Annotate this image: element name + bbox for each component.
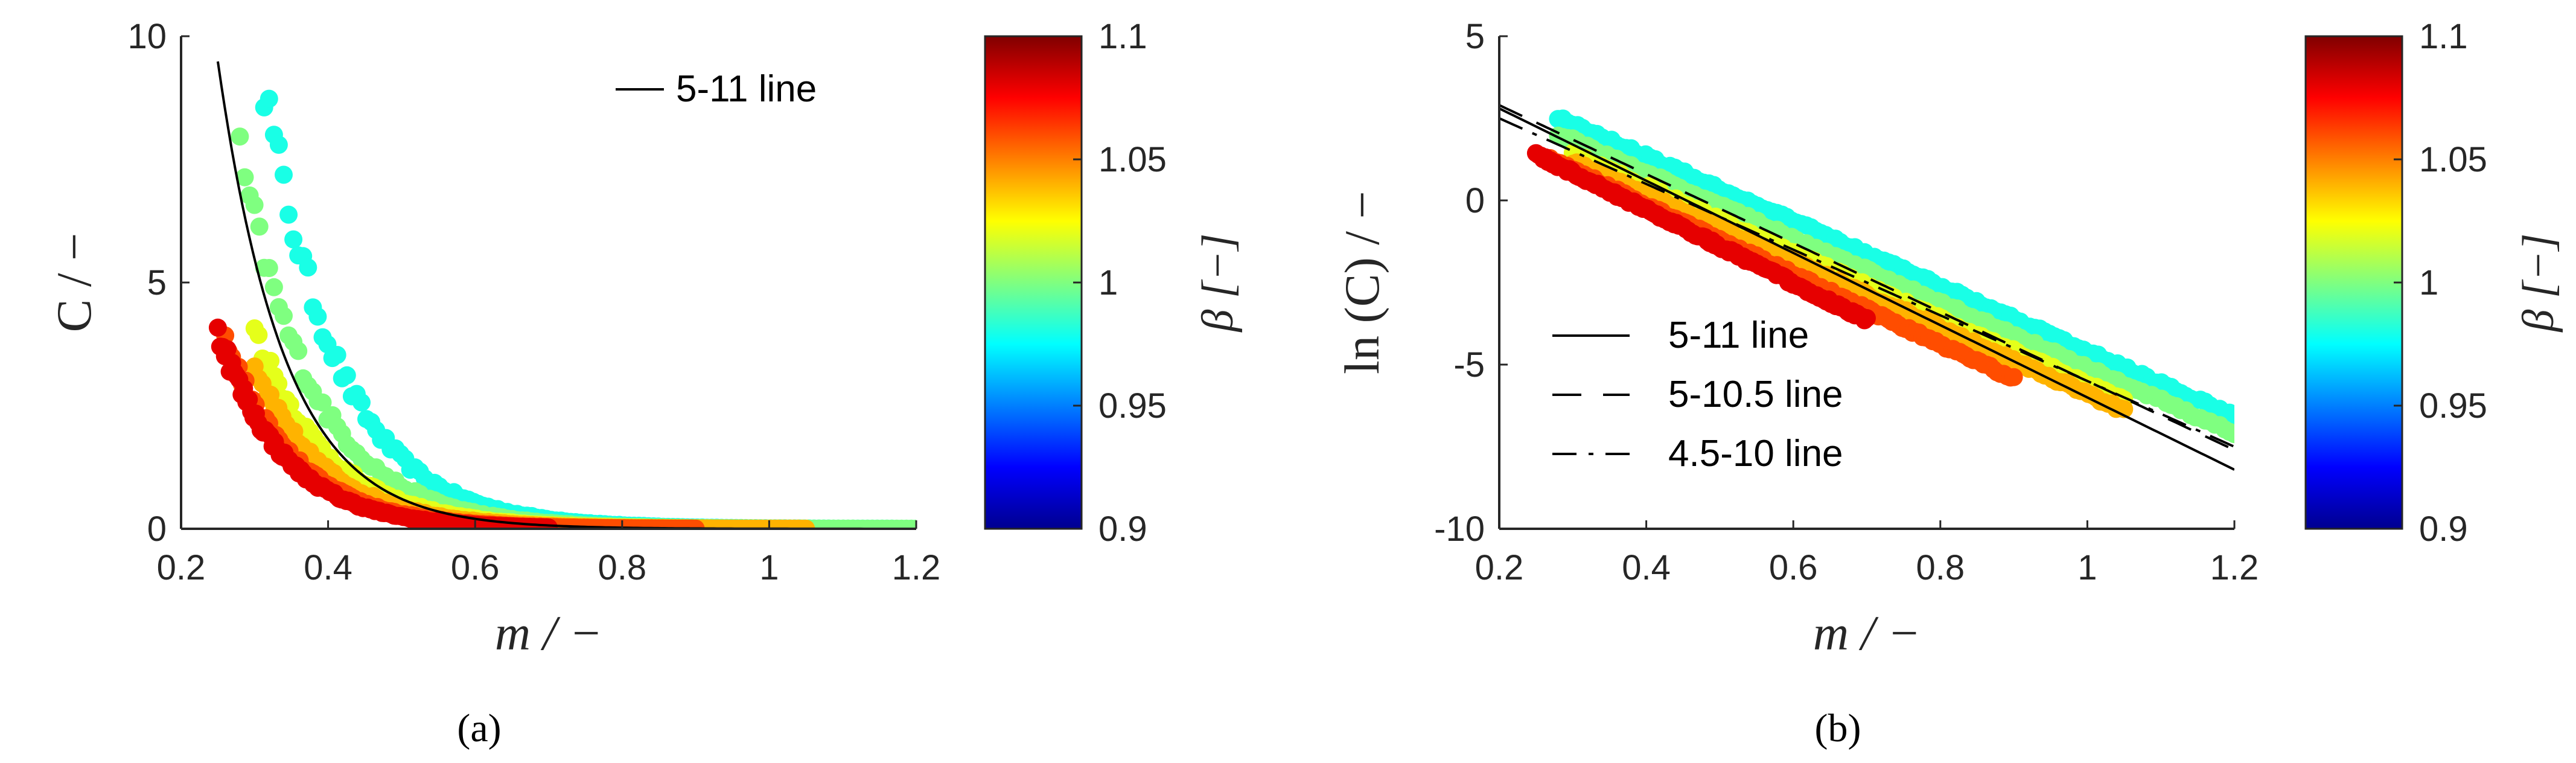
scatter-points bbox=[1526, 109, 2234, 444]
colorbar-tick-label: 0.95 bbox=[1098, 386, 1167, 426]
scatter-point bbox=[235, 168, 254, 187]
x-tick-label: 0.8 bbox=[598, 548, 646, 587]
colorbar: 0.9 0.95 1 1.05 1.1 β [−] bbox=[2304, 17, 2563, 549]
scatter-point bbox=[264, 278, 283, 296]
colorbar-gradient bbox=[984, 35, 1083, 530]
scatter-point bbox=[289, 342, 308, 360]
legend: 5-11 line bbox=[616, 68, 817, 110]
y-tick-label: -10 bbox=[1434, 509, 1485, 549]
colorbar-tick-label: 1.05 bbox=[2419, 140, 2487, 179]
scatter-point bbox=[352, 393, 371, 412]
x-tick-label: 1 bbox=[759, 548, 779, 587]
y-tick-label: 0 bbox=[147, 509, 167, 549]
scatter-point bbox=[284, 230, 303, 249]
scatter-point bbox=[269, 135, 288, 154]
scatter-point bbox=[308, 307, 327, 326]
scatter-point bbox=[686, 519, 705, 529]
x-tick-label: 0.2 bbox=[157, 548, 206, 587]
scatter-point bbox=[279, 205, 298, 224]
colorbar-tick-label: 0.9 bbox=[2419, 509, 2468, 549]
panel-label: (a) bbox=[457, 706, 501, 750]
x-tick-label: 0.8 bbox=[1916, 548, 1965, 587]
colorbar-tick-label: 1.05 bbox=[1098, 140, 1167, 179]
scatter-point bbox=[797, 519, 815, 529]
y-tick-label: 5 bbox=[147, 263, 167, 302]
x-axis-label: m / − bbox=[495, 605, 602, 660]
colorbar-tick-label: 1 bbox=[2419, 263, 2438, 302]
scatter-points bbox=[208, 89, 916, 529]
colorbar-gradient bbox=[2304, 35, 2403, 530]
scatter-point bbox=[250, 217, 269, 236]
x-tick-label: 0.4 bbox=[304, 548, 352, 587]
scatter-point bbox=[275, 165, 293, 184]
x-tick-label: 0.6 bbox=[1769, 548, 1818, 587]
fit-line bbox=[1499, 117, 2234, 448]
y-axis-label: ln (C) / − bbox=[1334, 191, 1389, 374]
colorbar-tick-label: 1 bbox=[1098, 263, 1118, 302]
fit-line bbox=[1499, 104, 2234, 452]
legend-label: 5-10.5 line bbox=[1668, 374, 1843, 415]
scatter-point bbox=[337, 366, 356, 385]
colorbar-tick-label: 1.1 bbox=[2419, 17, 2468, 56]
scatter-point bbox=[275, 307, 293, 325]
scatter-point bbox=[313, 393, 332, 412]
legend-label: 5-11 line bbox=[676, 68, 817, 110]
colorbar-label: β [−] bbox=[1193, 234, 1243, 333]
legend: 5-11 line 5-10.5 line 4.5-10 line bbox=[1552, 314, 1843, 474]
x-tick-label: 0.6 bbox=[451, 548, 500, 587]
panel-label: (b) bbox=[1815, 706, 1861, 750]
colorbar-tick-label: 0.9 bbox=[1098, 509, 1147, 549]
panel-b: 0.2 0.4 0.6 0.8 1 1.2 -10 -5 0 5 m / − ln (C) / − (b… bbox=[1334, 17, 2563, 750]
colorbar-tick-label: 0.95 bbox=[2419, 386, 2487, 426]
scatter-point bbox=[2225, 425, 2234, 444]
scatter-point bbox=[540, 518, 558, 529]
y-axis-label: C / − bbox=[46, 233, 101, 333]
x-tick-label: 1 bbox=[2077, 548, 2097, 587]
colorbar: 0.9 0.95 1 1.05 1.1 β [−] bbox=[984, 17, 1243, 549]
scatter-point bbox=[260, 259, 278, 277]
fit-line bbox=[1499, 107, 2234, 471]
colorbar-tick-label: 1.1 bbox=[1098, 17, 1147, 56]
scatter-point bbox=[208, 318, 227, 337]
fit-lines bbox=[1499, 104, 2234, 471]
x-tick-label: 0.2 bbox=[1475, 548, 1524, 587]
scatter-point bbox=[249, 325, 268, 344]
y-tick-label: 0 bbox=[1465, 181, 1485, 220]
y-tick-label: 5 bbox=[1465, 17, 1485, 56]
scatter-point bbox=[2004, 368, 2023, 386]
scatter-point bbox=[907, 519, 916, 529]
scatter-point bbox=[261, 351, 280, 370]
x-tick-label: 1.2 bbox=[2210, 548, 2259, 587]
scatter-point bbox=[328, 346, 346, 364]
scatter-point bbox=[299, 258, 317, 277]
scatter-point bbox=[231, 127, 249, 146]
y-tick-label: -5 bbox=[1453, 345, 1485, 385]
scatter-point bbox=[260, 89, 278, 108]
scatter-point bbox=[245, 196, 264, 214]
x-axis-label: m / − bbox=[1813, 605, 1921, 660]
y-tick-label: 10 bbox=[127, 17, 167, 56]
scatter-point bbox=[1858, 309, 1876, 327]
x-tick-label: 1.2 bbox=[892, 548, 941, 587]
legend-label: 4.5-10 line bbox=[1668, 433, 1843, 474]
panel-a: 0.2 0.4 0.6 0.8 1 1.2 0 5 10 m / − C / − (a) 5-11 li… bbox=[46, 17, 1243, 750]
x-tick-label: 0.4 bbox=[1622, 548, 1671, 587]
legend-label: 5-11 line bbox=[1668, 314, 1809, 356]
colorbar-label: β [−] bbox=[2514, 234, 2563, 333]
